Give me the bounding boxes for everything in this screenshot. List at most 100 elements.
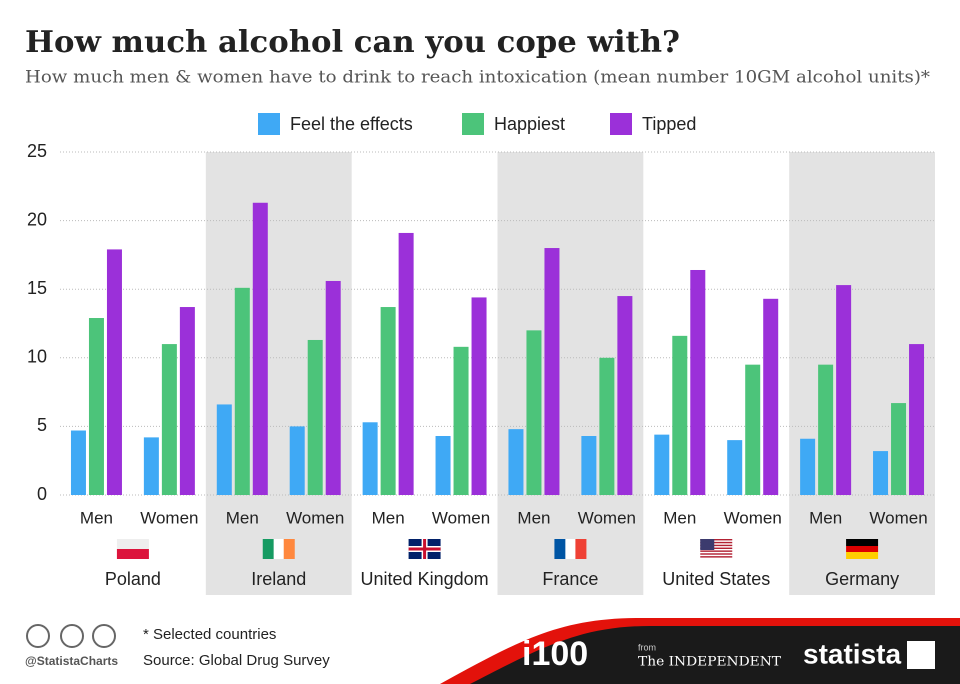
bar xyxy=(88,318,104,495)
y-tick-label: 20 xyxy=(27,209,47,229)
y-tick-label: 15 xyxy=(27,278,47,298)
bar xyxy=(435,436,451,495)
bar xyxy=(836,285,852,495)
flag xyxy=(846,539,879,559)
statista-icon xyxy=(907,641,935,669)
y-tick-label: 25 xyxy=(27,141,47,161)
x-tick-label: Men xyxy=(80,508,113,527)
country-label: Germany xyxy=(825,569,899,589)
bar xyxy=(143,437,159,495)
flag-part xyxy=(283,539,295,559)
flag-part xyxy=(575,539,587,559)
x-tick-label: Women xyxy=(578,508,636,527)
bar xyxy=(672,335,688,495)
flag-part xyxy=(700,550,733,552)
flag xyxy=(700,539,733,558)
legend-swatch xyxy=(258,113,280,135)
country-label: Ireland xyxy=(251,569,306,589)
bar xyxy=(690,269,706,495)
country-label: Poland xyxy=(105,569,161,589)
legend-swatch xyxy=(462,113,484,135)
flag-part xyxy=(116,549,149,559)
bar xyxy=(70,430,86,495)
x-tick-label: Men xyxy=(226,508,259,527)
flag xyxy=(116,539,149,559)
bar xyxy=(307,339,323,495)
flag-part xyxy=(700,556,733,558)
bar xyxy=(599,357,615,495)
bar xyxy=(161,344,177,495)
bar xyxy=(617,296,633,495)
footer-band xyxy=(470,626,960,684)
legend-label: Tipped xyxy=(642,114,696,134)
x-tick-label: Men xyxy=(517,508,550,527)
bar xyxy=(471,297,487,495)
chart-subtitle: How much men & women have to drink to re… xyxy=(25,68,931,88)
country-label: United States xyxy=(662,569,770,589)
source: Source: Global Drug Survey xyxy=(143,652,330,669)
flag-part xyxy=(554,539,566,559)
flag-part xyxy=(408,547,441,551)
bar xyxy=(398,232,414,495)
bar xyxy=(106,249,122,495)
y-tick-label: 10 xyxy=(27,347,47,367)
flag-part xyxy=(273,539,284,559)
flag-part xyxy=(700,539,715,550)
x-tick-label: Men xyxy=(663,508,696,527)
flag-part xyxy=(262,539,274,559)
x-tick-label: Men xyxy=(809,508,842,527)
handle: @StatistaCharts xyxy=(25,654,118,668)
flag-part xyxy=(116,539,149,549)
country-label: United Kingdom xyxy=(361,569,489,589)
bar xyxy=(252,202,268,495)
logo-independent: The INDEPENDENT xyxy=(638,655,781,670)
bar xyxy=(526,330,542,495)
bar xyxy=(873,451,889,495)
bar xyxy=(508,429,524,495)
bar xyxy=(325,280,341,495)
bar xyxy=(891,403,907,495)
bar xyxy=(234,287,250,495)
flag-part xyxy=(700,544,733,547)
x-tick-label: Men xyxy=(372,508,405,527)
bar xyxy=(581,436,597,495)
bar xyxy=(763,298,779,495)
flag-part xyxy=(700,539,733,541)
flag-part xyxy=(700,541,733,544)
logo-statista: statista xyxy=(803,638,901,669)
cc-icons xyxy=(26,624,116,648)
flag-part xyxy=(846,546,879,552)
bar xyxy=(909,344,925,495)
y-tick-label: 5 xyxy=(37,415,47,435)
flag xyxy=(262,539,295,559)
note: * Selected countries xyxy=(143,626,276,643)
flag-part xyxy=(565,539,576,559)
bar xyxy=(380,307,396,495)
bar xyxy=(453,346,469,495)
logo-i100: i100 xyxy=(522,635,588,673)
x-tick-label: Women xyxy=(140,508,198,527)
x-tick-label: Women xyxy=(869,508,927,527)
bar xyxy=(800,438,816,495)
bar xyxy=(654,434,670,495)
flag-part xyxy=(700,547,733,549)
bar xyxy=(818,364,834,495)
y-tick-label: 0 xyxy=(37,484,47,504)
x-tick-label: Women xyxy=(432,508,490,527)
bar xyxy=(544,248,560,495)
x-tick-label: Women xyxy=(724,508,782,527)
flag-part xyxy=(846,539,879,546)
flag xyxy=(554,539,587,559)
flag xyxy=(408,539,441,559)
chart-title: How much alcohol can you cope with? xyxy=(25,25,680,60)
bar xyxy=(745,364,761,495)
bar xyxy=(362,422,378,495)
bar xyxy=(289,426,305,495)
legend-label: Happiest xyxy=(494,114,565,134)
bar xyxy=(727,440,743,495)
flag-part xyxy=(846,552,879,559)
bar xyxy=(179,307,195,495)
legend-swatch xyxy=(610,113,632,135)
country-label: France xyxy=(542,569,598,589)
